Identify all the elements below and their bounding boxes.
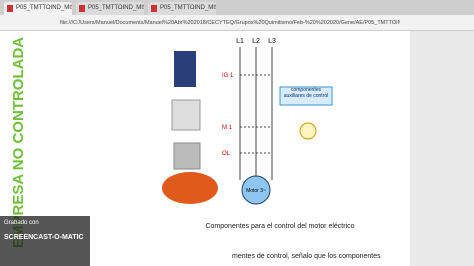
motor-image (162, 172, 218, 204)
tab[interactable]: P05_TMTTOIND_MIS1_MI (76, 2, 144, 15)
component-label: OL (222, 151, 231, 157)
component-label: M 1 (222, 125, 233, 131)
line-label: L1 (236, 38, 244, 45)
motor-symbol (241, 175, 271, 205)
tab[interactable]: P05_TMTTOIND_MIS1_MI (148, 2, 216, 15)
diagram: L1 L2 L3 IG 1 M 1 OL componentes auxilia… (162, 38, 333, 205)
watermark: Grabado con SCREENCAST-O-MATIC (0, 216, 90, 266)
breaker-image (174, 51, 196, 87)
motor-label: Motor 3~ (246, 188, 266, 194)
watermark-brand: SCREENCAST-O-MATIC (4, 234, 84, 241)
url[interactable]: file:///C:/Users/Manuel/Documents/Manuel… (60, 20, 400, 26)
contactor-image (171, 99, 201, 131)
wires (239, 47, 273, 180)
line-label: L2 (252, 38, 260, 45)
component-label: IG 1 (222, 73, 234, 79)
caption: Componentes para el control del motor el… (205, 223, 355, 230)
tab[interactable]: P05_TMTTOIND_MIS1_M (4, 2, 72, 15)
watermark-recorded: Grabado con (4, 220, 39, 226)
line-label: L3 (268, 38, 276, 45)
address-bar: file:///C:/Users/Manuel/Documents/Manuel… (0, 15, 474, 31)
aux-note: componentes auxiliares de control (283, 87, 329, 99)
body-text: mentes de control, señalo que los compon… (232, 253, 381, 260)
aux-coil (299, 122, 317, 140)
relay-image (173, 142, 201, 170)
aux-box (279, 86, 333, 106)
tab-bar: P05_TMTTOIND_MIS1_M P05_TMTTOIND_MIS1_MI… (0, 0, 474, 15)
